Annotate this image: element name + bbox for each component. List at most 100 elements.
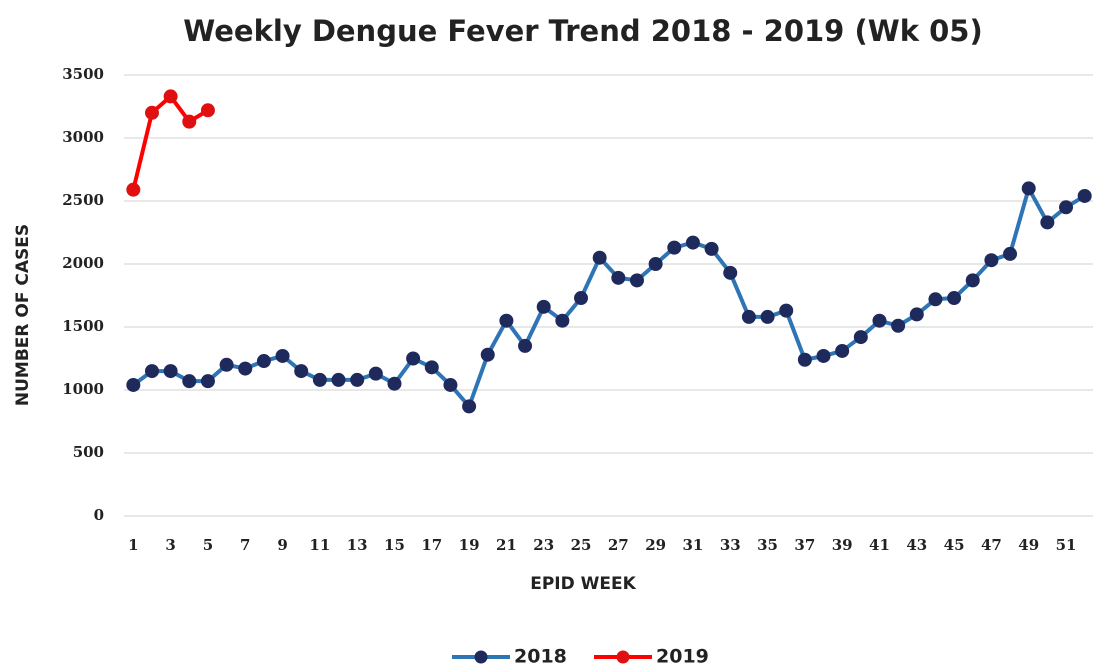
x-tick-label: 33 [720, 536, 741, 554]
data-point [144, 364, 159, 379]
y-tick-label: 2000 [62, 254, 104, 272]
chart-title: Weekly Dengue Fever Trend 2018 - 2019 (W… [183, 14, 982, 48]
data-point [350, 372, 365, 387]
data-point [163, 89, 178, 104]
data-point [555, 313, 570, 328]
data-point [629, 273, 644, 288]
data-point [797, 352, 812, 367]
y-tick-label: 2500 [62, 191, 104, 209]
data-point [536, 299, 551, 314]
data-point [1003, 246, 1018, 261]
x-tick-label: 23 [533, 536, 554, 554]
data-point [741, 309, 756, 324]
y-axis-title: NUMBER OF CASES [13, 224, 33, 406]
data-point [518, 338, 533, 353]
data-point [891, 318, 906, 333]
data-point [126, 182, 141, 197]
data-point [816, 348, 831, 363]
x-axis-title: EPID WEEK [530, 574, 636, 594]
x-tick-label: 9 [277, 536, 287, 554]
data-point [648, 257, 663, 271]
y-tick-label: 3500 [62, 65, 104, 83]
data-point [984, 253, 999, 268]
x-tick-label: 43 [906, 536, 927, 554]
x-tick-label: 1 [128, 536, 138, 554]
y-tick-label: 3000 [62, 128, 104, 146]
data-point [387, 376, 402, 391]
data-point [275, 348, 290, 363]
x-tick-label: 13 [347, 536, 368, 554]
x-tick-label: 47 [981, 536, 1002, 554]
data-point [723, 265, 738, 280]
data-point [574, 291, 589, 306]
data-point [480, 347, 495, 362]
x-tick-label: 39 [832, 536, 853, 554]
data-point [909, 307, 924, 322]
data-point [182, 114, 197, 129]
data-point [200, 103, 215, 118]
data-point [667, 240, 682, 255]
data-point [1077, 188, 1092, 203]
x-tick-label: 37 [794, 536, 815, 554]
x-tick-label: 3 [165, 536, 175, 554]
data-point [1040, 215, 1055, 230]
series-line [131, 94, 209, 191]
x-tick-label: 31 [683, 536, 704, 554]
legend-label: 2019 [656, 646, 709, 668]
data-point [853, 330, 868, 345]
y-tick-label: 1500 [62, 317, 104, 335]
data-point [443, 377, 458, 392]
data-point [238, 361, 253, 376]
y-tick-label: 1000 [62, 380, 104, 398]
data-point [928, 292, 943, 307]
legend-label: 2018 [514, 646, 567, 668]
data-point [965, 273, 980, 288]
data-point [611, 270, 626, 285]
x-tick-label: 45 [944, 536, 965, 554]
data-point [182, 374, 197, 389]
x-tick-label: 15 [384, 536, 405, 554]
data-point [760, 309, 775, 324]
y-tick-label: 500 [73, 443, 104, 461]
x-tick-label: 7 [240, 536, 250, 554]
x-tick-label: 17 [421, 536, 442, 554]
data-point [256, 354, 271, 369]
x-tick-label: 27 [608, 536, 629, 554]
data-point [462, 399, 477, 414]
x-tick-label: 11 [309, 536, 330, 554]
data-point [200, 374, 215, 389]
data-point [704, 241, 719, 256]
x-tick-label: 49 [1018, 536, 1039, 554]
x-tick-label: 25 [571, 536, 592, 554]
data-point [312, 372, 327, 387]
data-point [331, 372, 346, 387]
data-point [1059, 200, 1074, 215]
data-point [219, 357, 234, 372]
data-point [406, 351, 421, 366]
data-point [163, 364, 178, 379]
data-point [424, 360, 439, 375]
x-tick-label: 35 [757, 536, 778, 554]
data-point [144, 105, 159, 120]
data-point [835, 343, 850, 358]
data-point [592, 250, 607, 265]
y-tick-label: 0 [94, 506, 104, 524]
data-point [872, 313, 887, 328]
data-point [947, 291, 962, 306]
x-tick-label: 51 [1056, 536, 1077, 554]
x-tick-label: 29 [645, 536, 666, 554]
x-tick-label: 5 [203, 536, 213, 554]
data-point [126, 377, 141, 392]
data-point [499, 313, 514, 328]
data-point [779, 303, 794, 318]
data-point [685, 235, 700, 250]
data-point [368, 366, 383, 381]
data-point [294, 364, 309, 379]
data-point [1021, 181, 1036, 196]
x-tick-label: 41 [869, 536, 890, 554]
x-tick-label: 21 [496, 536, 517, 554]
x-tick-label: 19 [459, 536, 480, 554]
legend-marker [474, 650, 488, 664]
series-line [132, 186, 1086, 409]
